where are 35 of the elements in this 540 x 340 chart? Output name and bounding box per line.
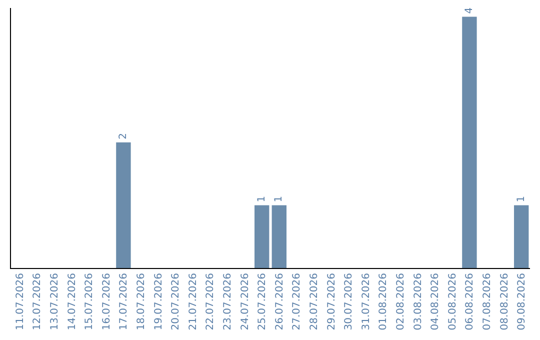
x-tick-label: 31.07.2026 (360, 273, 372, 330)
x-tick-label: 04.08.2026 (430, 273, 442, 330)
x-tick-label: 13.07.2026 (50, 273, 60, 330)
x-tick-label: 17.07.2026 (118, 273, 130, 330)
x-tick-label: 22.07.2026 (205, 273, 216, 330)
data-label: 1 (516, 196, 527, 202)
x-tick-label: 26.07.2026 (274, 273, 286, 330)
data-label: 1 (256, 196, 268, 202)
x-tick-label: 11.07.2026 (14, 273, 26, 330)
data-label: 2 (118, 133, 129, 140)
x-tick-label: 15.07.2026 (84, 273, 96, 330)
data-label: 1 (274, 196, 285, 202)
x-tick-label: 18.07.2026 (136, 273, 147, 330)
x-tick-label: 09.08.2026 (516, 273, 528, 330)
x-tick-label: 29.07.2026 (326, 273, 338, 330)
x-tick-label: 07.08.2026 (482, 273, 493, 330)
x-tick-label: 27.07.2026 (292, 273, 303, 330)
x-tick-label: 25.07.2026 (257, 273, 268, 330)
x-tick-label: 28.07.2026 (309, 273, 320, 330)
x-tick-label: 23.07.2026 (222, 273, 234, 330)
x-tick-label: 05.08.2026 (447, 273, 458, 330)
x-tick-label: 03.08.2026 (412, 273, 424, 330)
x-tick-label: 06.08.2026 (464, 273, 476, 330)
x-tick-label: 24.07.2026 (240, 273, 251, 330)
x-tick-label: 30.07.2026 (344, 273, 355, 330)
x-tick-label: 21.07.2026 (188, 273, 199, 330)
x-tick-label: 02.08.2026 (396, 273, 406, 330)
x-tick-label: 01.08.2026 (378, 273, 390, 330)
x-tick-label: 16.07.2026 (101, 273, 112, 330)
x-tick-label: 08.08.2026 (499, 273, 510, 330)
x-tick-label: 19.07.2026 (153, 273, 164, 330)
x-tick-label: 14.07.2026 (66, 273, 78, 330)
data-label: 4 (464, 7, 475, 14)
x-tick-label: 20.07.2026 (170, 273, 182, 330)
x-tick-label: 12.07.2026 (32, 273, 44, 330)
